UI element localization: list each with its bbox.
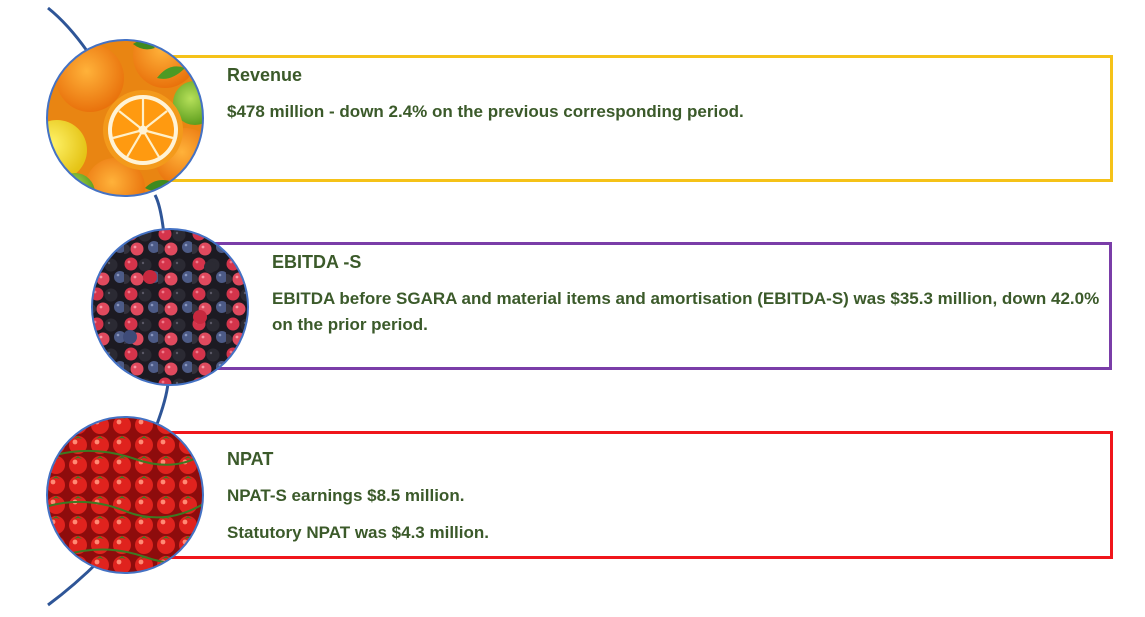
revenue-detail: $478 million - down 2.4% on the previous…: [227, 102, 744, 121]
tomatoes-photo: [46, 416, 204, 574]
ebitda-detail: EBITDA before SGARA and material items a…: [272, 289, 1100, 334]
npat-title: NPAT: [227, 449, 274, 469]
npat-detail-statutory: Statutory NPAT was $4.3 million.: [227, 523, 489, 542]
npat-detail-earnings: NPAT-S earnings $8.5 million.: [227, 486, 465, 505]
ebitda-card: EBITDA -S EBITDA before SGARA and materi…: [210, 242, 1112, 370]
npat-card: NPAT NPAT-S earnings $8.5 million. Statu…: [145, 431, 1113, 559]
citrus-fruit-photo: [46, 39, 204, 197]
revenue-title: Revenue: [227, 65, 303, 85]
ebitda-title: EBITDA -S: [272, 252, 362, 272]
berries-photo: [91, 228, 249, 386]
revenue-card: Revenue $478 million - down 2.4% on the …: [145, 55, 1113, 182]
